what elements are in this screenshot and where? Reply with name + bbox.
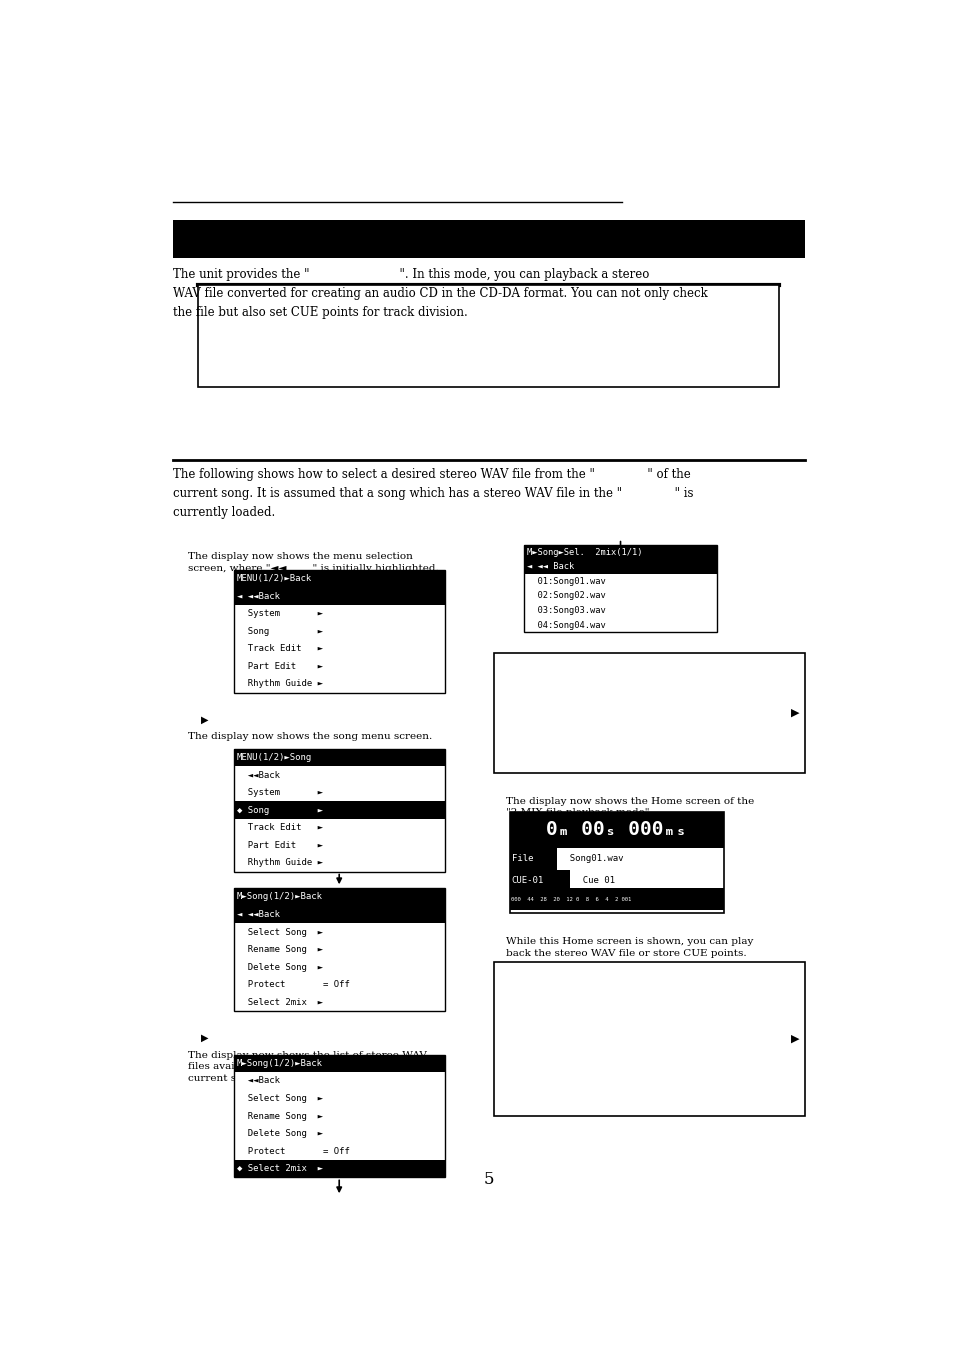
Text: Protect       = Off: Protect = Off [236, 1147, 350, 1155]
Text: ◄ ◄◄Back: ◄ ◄◄Back [236, 911, 279, 919]
Bar [233, 748, 444, 766]
Text: While this Home screen is shown, you can play
back the stereo WAV file or store : While this Home screen is shown, you can… [505, 938, 753, 958]
Text: Rename Song  ►: Rename Song ► [236, 1112, 322, 1120]
Text: Part Edit    ►: Part Edit ► [236, 662, 322, 671]
Text: Delete Song  ►: Delete Song ► [236, 1129, 322, 1138]
Text: Rename Song  ►: Rename Song ► [236, 946, 322, 954]
Text: Select Song  ►: Select Song ► [236, 928, 322, 936]
Text: The display now shows the song menu screen.: The display now shows the song menu scre… [188, 732, 432, 742]
Bar [524, 559, 716, 574]
Text: ◄ ◄◄ Back: ◄ ◄◄ Back [527, 562, 574, 571]
Text: ▶: ▶ [790, 1034, 799, 1044]
Bar [233, 801, 444, 819]
Text: The display now shows the menu selection
screen, where "◄◄        " is initially: The display now shows the menu selection… [188, 553, 438, 573]
Text: ◄ ◄◄Back: ◄ ◄◄Back [236, 592, 279, 601]
Text: System       ►: System ► [236, 609, 322, 619]
Text: Protect       = Off: Protect = Off [236, 981, 350, 989]
Text: Track Edit   ►: Track Edit ► [236, 823, 322, 832]
Bar [233, 888, 444, 905]
Text: The display now shows the list of stereo WAV
files available in the "2 MIX folde: The display now shows the list of stereo… [188, 1051, 426, 1084]
Text: Select Song  ►: Select Song ► [236, 1094, 322, 1102]
Text: CUE-01: CUE-01 [512, 875, 543, 885]
Bar [233, 1055, 444, 1073]
Text: M►Song(1/2)►Back: M►Song(1/2)►Back [236, 1059, 322, 1067]
Text: 03:Song03.wav: 03:Song03.wav [527, 607, 605, 615]
Bar [524, 544, 716, 632]
Text: 000  44  28  20  12 0  8  6  4  2 001: 000 44 28 20 12 0 8 6 4 2 001 [511, 897, 631, 901]
Text: Part Edit    ►: Part Edit ► [236, 840, 322, 850]
Text: MENU(1/2)►Back: MENU(1/2)►Back [236, 574, 312, 584]
Text: 5: 5 [483, 1171, 494, 1188]
Text: Delete Song  ►: Delete Song ► [236, 963, 322, 971]
Bar [509, 870, 569, 892]
Bar [233, 588, 444, 605]
Text: ▶: ▶ [201, 715, 209, 724]
Bar [233, 1161, 444, 1178]
Text: ◆ Select 2mix  ►: ◆ Select 2mix ► [236, 1165, 322, 1173]
Text: 0ₘ 00ₛ 000ₘₛ: 0ₘ 00ₛ 000ₘₛ [546, 820, 686, 839]
Text: Select 2mix  ►: Select 2mix ► [236, 997, 322, 1006]
Text: Cue 01: Cue 01 [571, 875, 615, 885]
Text: ◄◄Back: ◄◄Back [236, 770, 279, 780]
Bar [509, 847, 557, 870]
Bar [233, 905, 444, 923]
Text: ▶: ▶ [201, 1034, 209, 1043]
Text: MENU(1/2)►Song: MENU(1/2)►Song [236, 753, 312, 762]
Bar [509, 812, 723, 847]
Bar [233, 748, 444, 871]
Bar [233, 570, 444, 693]
Bar [173, 220, 803, 258]
Text: ◄◄Back: ◄◄Back [236, 1077, 279, 1085]
Text: Track Edit   ►: Track Edit ► [236, 644, 322, 654]
Text: System       ►: System ► [236, 788, 322, 797]
Bar [509, 812, 723, 913]
Text: ▶: ▶ [790, 708, 799, 717]
Bar [233, 888, 444, 1011]
Text: M►Song►Sel.  2mix(1/1): M►Song►Sel. 2mix(1/1) [527, 547, 642, 557]
Text: Rhythm Guide ►: Rhythm Guide ► [236, 680, 322, 689]
Text: File: File [512, 854, 533, 863]
Bar [494, 653, 803, 773]
Text: Song01.wav: Song01.wav [558, 854, 623, 863]
Text: The unit provides the "                        ". In this mode, you can playback: The unit provides the " ". In this mode,… [173, 269, 707, 319]
Text: 04:Song04.wav: 04:Song04.wav [527, 620, 605, 630]
Bar [494, 962, 803, 1116]
Text: Rhythm Guide ►: Rhythm Guide ► [236, 858, 322, 867]
Text: M►Song(1/2)►Back: M►Song(1/2)►Back [236, 893, 322, 901]
Bar [233, 1055, 444, 1178]
Text: The following shows how to select a desired stereo WAV file from the "          : The following shows how to select a desi… [173, 467, 693, 519]
Text: 01:Song01.wav: 01:Song01.wav [527, 577, 605, 586]
Bar [524, 544, 716, 559]
Text: 02:Song02.wav: 02:Song02.wav [527, 592, 605, 600]
Bar [509, 888, 723, 911]
Text: The display now shows the Home screen of the
"2 MIX file playback mode".: The display now shows the Home screen of… [505, 797, 754, 817]
Bar [233, 570, 444, 588]
Text: ◆ Song         ►: ◆ Song ► [236, 805, 322, 815]
Bar [198, 285, 779, 386]
Text: Song         ►: Song ► [236, 627, 322, 636]
